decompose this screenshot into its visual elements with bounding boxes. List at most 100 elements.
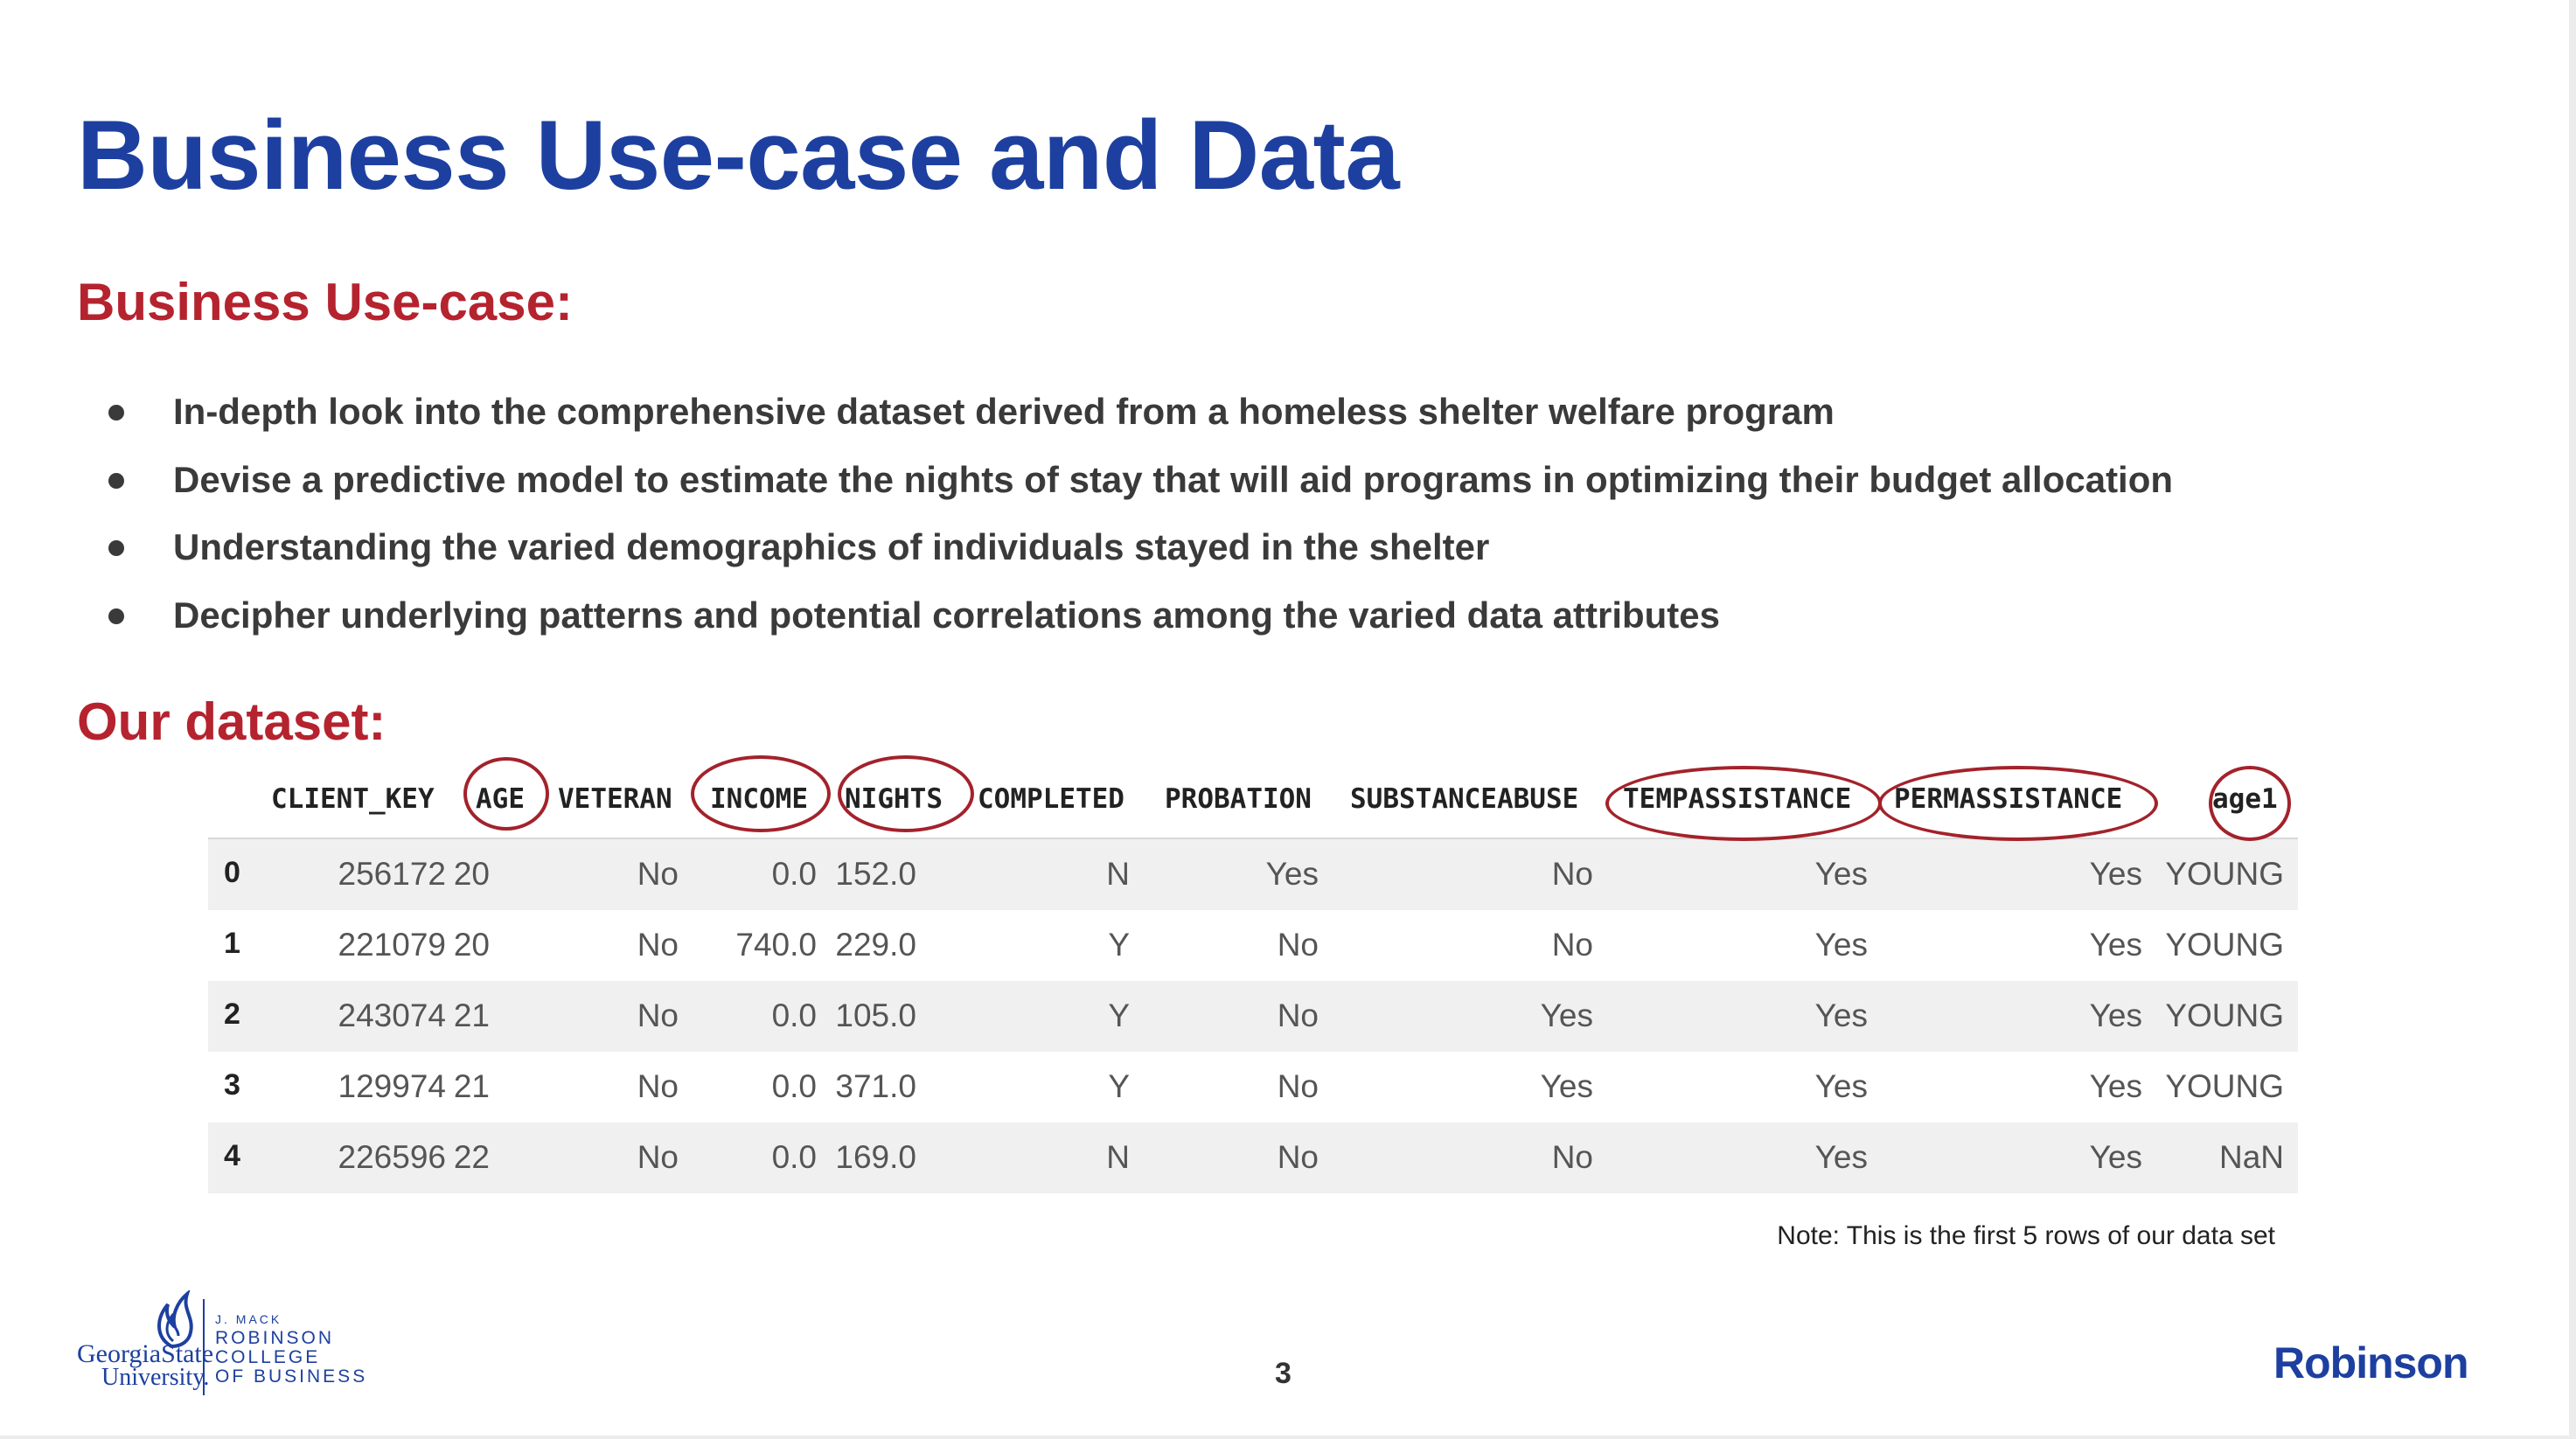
logo-university: University. xyxy=(101,1364,210,1391)
table-row: 2 243074 21 No 0.0 105.0 Y No Yes Yes Yes YOUNG xyxy=(208,981,2298,1052)
use-case-bullets: In-depth look into the comprehensive dat… xyxy=(105,383,2173,654)
table-body: 0 256172 20 No 0.0 152.0 N Yes No Yes Yes YOUNG 1 221… xyxy=(208,839,2298,1193)
cell-client-key: 226596 xyxy=(338,1139,446,1175)
cell-income: 740.0 xyxy=(735,927,817,963)
cell-nights: 105.0 xyxy=(835,998,916,1033)
cell-age1: YOUNG xyxy=(2165,856,2284,892)
page-number: 3 xyxy=(1275,1357,1291,1390)
cell-nights: 371.0 xyxy=(835,1068,916,1104)
flame-icon xyxy=(157,1290,193,1349)
cell-age1: YOUNG xyxy=(2165,927,2284,963)
cell-permassistance: Yes xyxy=(2089,1068,2142,1104)
cell-probation: No xyxy=(1277,1068,1319,1104)
bullet-item: Devise a predictive model to estimate th… xyxy=(105,451,2173,519)
dataset-heading: Our dataset: xyxy=(77,692,386,751)
row-index: 0 xyxy=(224,856,240,889)
cell-client-key: 221079 xyxy=(338,927,446,963)
bullet-item: In-depth look into the comprehensive dat… xyxy=(105,383,2173,451)
cell-tempassistance: Yes xyxy=(1814,998,1868,1033)
bullet-item: Understanding the varied demographics of… xyxy=(105,518,2173,587)
cell-age: 20 xyxy=(453,927,490,963)
cell-substanceabuse: Yes xyxy=(1540,998,1593,1033)
cell-veteran: No xyxy=(637,1139,679,1175)
logo-divider xyxy=(203,1299,205,1395)
cell-client-key: 243074 xyxy=(338,998,446,1033)
bullet-dot-icon xyxy=(108,608,124,624)
bullet-text: Understanding the varied demographics of… xyxy=(173,526,1490,567)
highlight-circle-permassistance xyxy=(1878,766,2158,841)
cell-completed: N xyxy=(1106,856,1130,892)
cell-age: 21 xyxy=(453,998,490,1033)
cell-nights: 169.0 xyxy=(835,1139,916,1175)
table-note: Note: This is the first 5 rows of our da… xyxy=(1777,1221,2275,1250)
column-header-client-key: CLIENT_KEY xyxy=(271,783,435,815)
logo-college-line: OF BUSINESS xyxy=(215,1366,368,1387)
cell-permassistance: Yes xyxy=(2089,927,2142,963)
cell-age: 22 xyxy=(453,1139,490,1175)
cell-probation: No xyxy=(1277,1139,1319,1175)
logo-college-line: ROBINSON xyxy=(215,1328,335,1348)
cell-income: 0.0 xyxy=(771,1068,817,1104)
logo-college-line: COLLEGE xyxy=(215,1347,321,1367)
row-index: 2 xyxy=(224,998,240,1031)
logo-college-text: J. MACK ROBINSON COLLEGE OF BUSINESS xyxy=(215,1310,367,1387)
use-case-heading: Business Use-case: xyxy=(77,273,573,331)
cell-age1: NaN xyxy=(2218,1139,2284,1175)
cell-veteran: No xyxy=(637,1068,679,1104)
slide-edge xyxy=(0,1436,2576,1439)
cell-completed: N xyxy=(1106,1139,1130,1175)
cell-client-key: 129974 xyxy=(338,1068,446,1104)
cell-veteran: No xyxy=(637,856,679,892)
cell-veteran: No xyxy=(637,927,679,963)
bullet-text: Devise a predictive model to estimate th… xyxy=(173,458,2174,500)
highlight-circle-nights xyxy=(838,755,974,832)
bullet-dot-icon xyxy=(108,540,124,556)
column-header-veteran: VETERAN xyxy=(558,783,672,815)
bullet-text: Decipher underlying patterns and potenti… xyxy=(173,594,1721,636)
cell-completed: Y xyxy=(1108,927,1130,963)
cell-age: 20 xyxy=(453,856,490,892)
row-index: 4 xyxy=(224,1139,240,1172)
row-index: 3 xyxy=(224,1068,240,1102)
highlight-circle-tempassistance xyxy=(1605,766,1882,841)
cell-probation: Yes xyxy=(1265,856,1319,892)
logo-college-line: J. MACK xyxy=(215,1312,282,1326)
column-header-probation: PROBATION xyxy=(1165,783,1312,815)
cell-client-key: 256172 xyxy=(338,856,446,892)
cell-age: 21 xyxy=(453,1068,490,1104)
cell-permassistance: Yes xyxy=(2089,998,2142,1033)
highlight-circle-age1 xyxy=(2209,766,2291,841)
table-row: 3 129974 21 No 0.0 371.0 Y No Yes Yes Yes YOUNG xyxy=(208,1052,2298,1123)
cell-permassistance: Yes xyxy=(2089,1139,2142,1175)
cell-age1: YOUNG xyxy=(2165,1068,2284,1104)
cell-tempassistance: Yes xyxy=(1814,927,1868,963)
cell-age1: YOUNG xyxy=(2165,998,2284,1033)
table-row: 0 256172 20 No 0.0 152.0 N Yes No Yes Yes YOUNG xyxy=(208,839,2298,910)
robinson-wordmark: Robinson xyxy=(2273,1338,2469,1387)
cell-substanceabuse: No xyxy=(1551,856,1593,892)
cell-income: 0.0 xyxy=(771,856,817,892)
cell-tempassistance: Yes xyxy=(1814,1068,1868,1104)
cell-completed: Y xyxy=(1108,1068,1130,1104)
highlight-circle-income xyxy=(691,755,831,832)
bullet-item: Decipher underlying patterns and potenti… xyxy=(105,587,2173,655)
highlight-circle-age xyxy=(463,757,549,831)
bullet-text: In-depth look into the comprehensive dat… xyxy=(173,391,1835,432)
slide-title: Business Use-case and Data xyxy=(77,101,1400,210)
bullet-dot-icon xyxy=(108,405,124,421)
cell-probation: No xyxy=(1277,998,1319,1033)
column-header-completed: COMPLETED xyxy=(978,783,1124,815)
slide-edge xyxy=(2569,0,2576,1439)
column-header-substanceabuse: SUBSTANCEABUSE xyxy=(1350,783,1579,815)
cell-income: 0.0 xyxy=(771,1139,817,1175)
cell-income: 0.0 xyxy=(771,998,817,1033)
cell-nights: 229.0 xyxy=(835,927,916,963)
cell-tempassistance: Yes xyxy=(1814,856,1868,892)
logo-georgia: Georgia xyxy=(77,1339,162,1368)
logo-state: State xyxy=(161,1339,214,1368)
cell-substanceabuse: No xyxy=(1551,927,1593,963)
row-index: 1 xyxy=(224,927,240,960)
cell-substanceabuse: No xyxy=(1551,1139,1593,1175)
cell-probation: No xyxy=(1277,927,1319,963)
